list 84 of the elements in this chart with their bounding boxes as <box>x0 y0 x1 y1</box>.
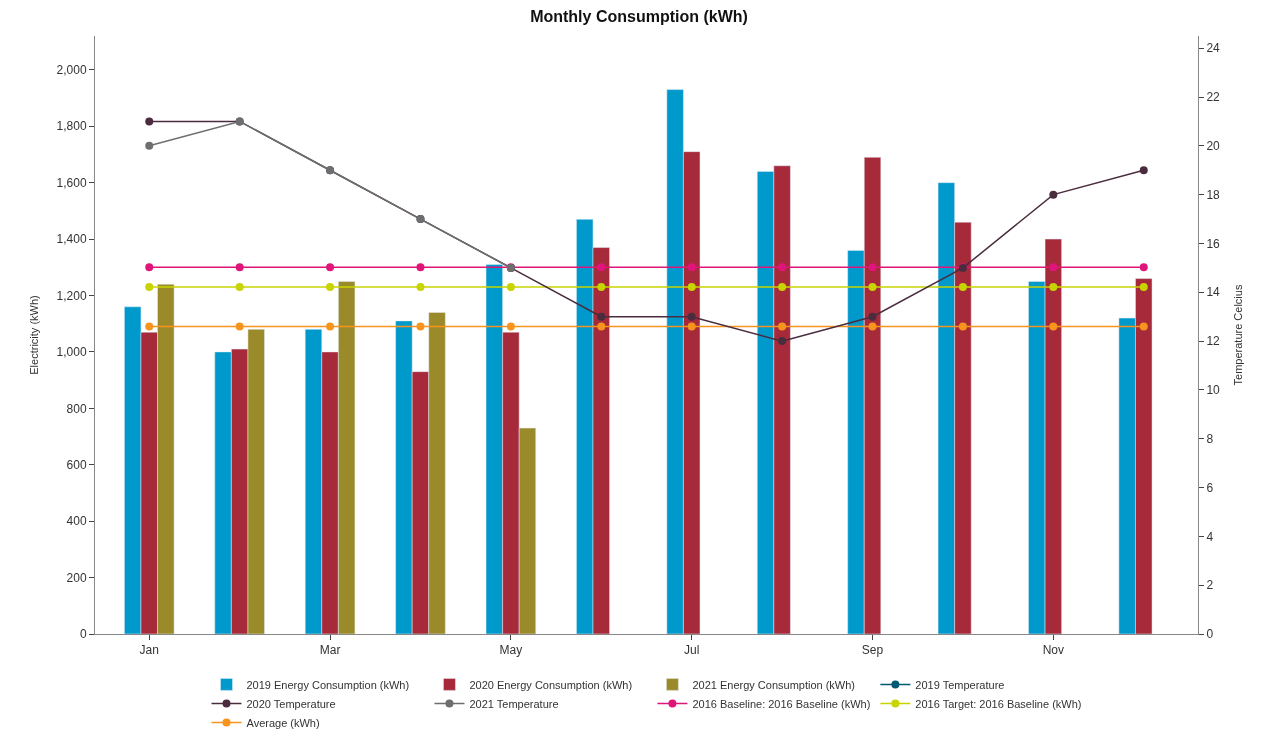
point <box>597 322 606 331</box>
legend-label: 2019 Energy Consumption (kWh) <box>246 678 410 691</box>
legend-label: 2016 Target: 2016 Baseline (kWh) <box>915 697 1082 710</box>
point <box>506 322 515 331</box>
legend-label: 2020 Temperature <box>246 697 336 710</box>
y-tick-label: 1,600 <box>56 175 87 190</box>
x-tick-label: Mar <box>319 643 341 658</box>
point <box>1049 190 1058 199</box>
point <box>868 283 877 292</box>
point <box>687 322 696 331</box>
legend-label: 2016 Baseline: 2016 Baseline (kWh) <box>692 697 871 710</box>
x-tick-label: Jul <box>684 643 700 658</box>
y2-tick-label: 8 <box>1206 431 1214 446</box>
point <box>1049 283 1058 292</box>
y-tick-label: 600 <box>66 457 87 472</box>
legend-label: 2021 Temperature <box>469 697 559 710</box>
y2-tick-label: 6 <box>1206 480 1214 495</box>
point <box>687 283 696 292</box>
point <box>778 263 787 272</box>
y-tick-label: 1,200 <box>56 288 87 303</box>
y2-axis-title: Temperature Celcius <box>1232 284 1245 386</box>
y2-tick-label: 22 <box>1206 90 1221 105</box>
legend-label: 2019 Temperature <box>915 678 1005 691</box>
y-tick-label: 0 <box>79 627 87 642</box>
x-tick-label: Jan <box>139 643 159 658</box>
point <box>868 322 877 331</box>
point <box>958 322 967 331</box>
point <box>326 263 335 272</box>
chart-title: Monthly Consumption (kWh) <box>530 8 748 26</box>
point <box>1049 322 1058 331</box>
x-tick-label: Nov <box>1042 643 1065 658</box>
point <box>687 263 696 272</box>
y2-tick-label: 12 <box>1206 334 1221 349</box>
point <box>1049 263 1058 272</box>
point <box>778 322 787 331</box>
point <box>235 283 244 292</box>
y2-tick-label: 24 <box>1206 41 1221 56</box>
point <box>145 117 154 126</box>
point <box>778 337 787 346</box>
y-tick-label: 200 <box>66 570 87 585</box>
point <box>145 322 154 331</box>
y2-tick-label: 16 <box>1206 236 1221 251</box>
y-tick-label: 1,400 <box>56 232 87 247</box>
point <box>416 283 425 292</box>
y2-tick-label: 4 <box>1206 529 1214 544</box>
x-tick-label: Sep <box>861 643 884 658</box>
point <box>597 312 606 321</box>
point <box>326 322 335 331</box>
point <box>868 312 877 321</box>
legend-label: 2020 Energy Consumption (kWh) <box>469 678 633 691</box>
y2-tick-label: 20 <box>1206 139 1221 154</box>
point <box>1139 263 1148 272</box>
point <box>145 141 154 150</box>
legend-label: 2021 Energy Consumption (kWh) <box>692 678 856 691</box>
point <box>868 263 877 272</box>
y2-tick-label: 18 <box>1206 187 1221 202</box>
point <box>145 263 154 272</box>
y-tick-label: 800 <box>66 401 87 416</box>
y-axis-title: Electricity (kWh) <box>28 295 41 375</box>
point <box>235 322 244 331</box>
point <box>778 283 787 292</box>
point <box>416 263 425 272</box>
point <box>597 283 606 292</box>
x-tick-label: May <box>499 643 523 658</box>
y-tick-label: 1,000 <box>56 345 87 360</box>
point <box>1139 166 1148 175</box>
point <box>1139 283 1148 292</box>
point <box>687 312 696 321</box>
y2-tick-label: 10 <box>1206 383 1221 398</box>
point <box>326 283 335 292</box>
point <box>958 283 967 292</box>
y2-tick-label: 2 <box>1206 578 1214 593</box>
point <box>506 283 515 292</box>
y-tick-label: 400 <box>66 514 87 529</box>
y-tick-label: 1,800 <box>56 119 87 134</box>
y2-tick-label: 0 <box>1206 627 1214 642</box>
point <box>597 263 606 272</box>
legend-label: Average (kWh) <box>246 716 320 729</box>
y2-tick-label: 14 <box>1206 285 1221 300</box>
y-tick-label: 2,000 <box>56 63 87 78</box>
point <box>1139 322 1148 331</box>
point <box>235 263 244 272</box>
point <box>416 322 425 331</box>
point <box>145 283 154 292</box>
